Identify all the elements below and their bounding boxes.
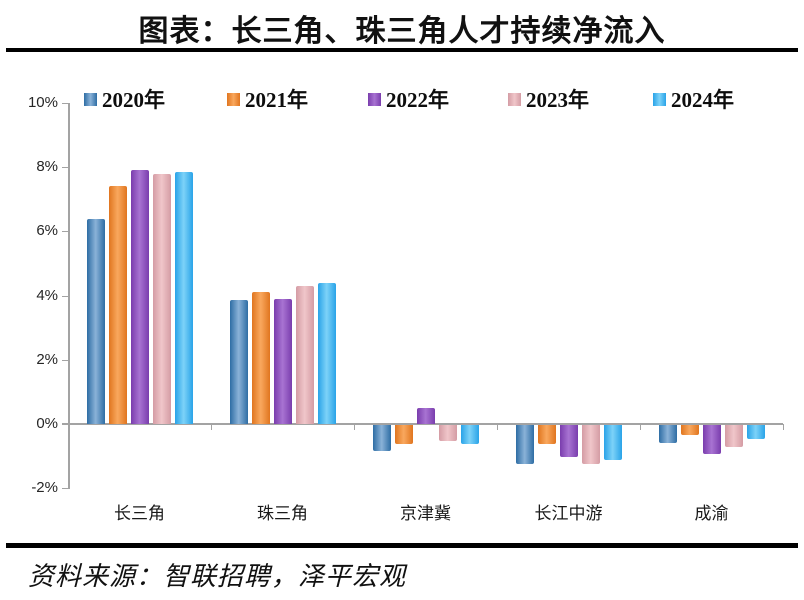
x-axis-label-京津冀: 京津冀: [400, 504, 451, 523]
bar-2022年-珠三角: [274, 299, 292, 424]
bar-2021年-珠三角: [252, 292, 270, 424]
bar-2020年-珠三角: [230, 300, 248, 424]
x-axis-label-成渝: 成渝: [694, 504, 729, 523]
legend-swatch-icon: [653, 92, 666, 106]
x-axis-label-长三角: 长三角: [114, 504, 165, 523]
bar-2021年-成渝: [681, 425, 699, 435]
bar-2020年-成渝: [659, 425, 677, 443]
y-axis-label: -2%: [31, 479, 58, 496]
legend-item-2023年: 2023年: [508, 84, 589, 114]
legend-item-2021年: 2021年: [227, 84, 308, 114]
x-axis-tick: [68, 424, 69, 430]
y-axis-line: [68, 103, 70, 489]
bar-2024年-京津冀: [461, 425, 479, 444]
legend-label: 2020年: [102, 88, 165, 112]
y-axis-label: 0%: [36, 415, 58, 432]
x-axis-tick: [783, 424, 784, 430]
bar-2023年-成渝: [725, 425, 743, 447]
source-note: 资料来源：智联招聘，泽平宏观: [28, 562, 407, 591]
legend-label: 2021年: [245, 88, 308, 112]
bar-2023年-京津冀: [439, 425, 457, 441]
x-axis-label-珠三角: 珠三角: [257, 504, 308, 523]
bar-2022年-长三角: [131, 170, 149, 424]
bar-2021年-京津冀: [395, 425, 413, 444]
y-axis-tick: [62, 424, 68, 425]
y-axis-tick: [62, 231, 68, 232]
legend-label: 2023年: [526, 88, 589, 112]
y-axis-tick: [62, 488, 68, 489]
legend-swatch-icon: [368, 92, 381, 106]
bar-2022年-成渝: [703, 425, 721, 454]
bar-2020年-京津冀: [373, 425, 391, 451]
legend-item-2022年: 2022年: [368, 84, 449, 114]
y-axis-tick: [62, 296, 68, 297]
bar-2020年-长江中游: [516, 425, 534, 464]
legend-label: 2024年: [671, 88, 734, 112]
bar-2022年-长江中游: [560, 425, 578, 457]
x-axis-tick: [497, 424, 498, 430]
bar-2023年-珠三角: [296, 286, 314, 424]
bar-2024年-长江中游: [604, 425, 622, 460]
zero-baseline: [62, 423, 783, 425]
footer-divider-rule: [6, 543, 798, 548]
y-axis-tick: [62, 360, 68, 361]
y-axis-label: 6%: [36, 222, 58, 239]
bar-2024年-珠三角: [318, 283, 336, 424]
legend-swatch-icon: [84, 92, 97, 106]
bar-2020年-长三角: [87, 219, 105, 424]
bar-2024年-成渝: [747, 425, 765, 439]
y-axis-label: 8%: [36, 158, 58, 175]
y-axis-label: 2%: [36, 351, 58, 368]
bar-2021年-长三角: [109, 186, 127, 424]
legend-item-2024年: 2024年: [653, 84, 734, 114]
bar-2024年-长三角: [175, 172, 193, 424]
legend-swatch-icon: [508, 92, 521, 106]
title-divider-rule: [6, 48, 798, 52]
bar-2022年-京津冀: [417, 408, 435, 424]
y-axis-tick: [62, 167, 68, 168]
bar-2023年-长江中游: [582, 425, 600, 464]
y-axis-tick: [62, 103, 68, 104]
x-axis-tick: [211, 424, 212, 430]
y-axis-label: 4%: [36, 287, 58, 304]
legend-label: 2022年: [386, 88, 449, 112]
chart-title: 图表：长三角、珠三角人才持续净流入: [138, 15, 666, 48]
x-axis-tick: [354, 424, 355, 430]
bar-2023年-长三角: [153, 174, 171, 424]
bar-2021年-长江中游: [538, 425, 556, 444]
legend-swatch-icon: [227, 92, 240, 106]
x-axis-tick: [640, 424, 641, 430]
legend-item-2020年: 2020年: [84, 84, 165, 114]
x-axis-label-长江中游: 长江中游: [534, 504, 603, 523]
y-axis-label: 10%: [27, 94, 58, 111]
